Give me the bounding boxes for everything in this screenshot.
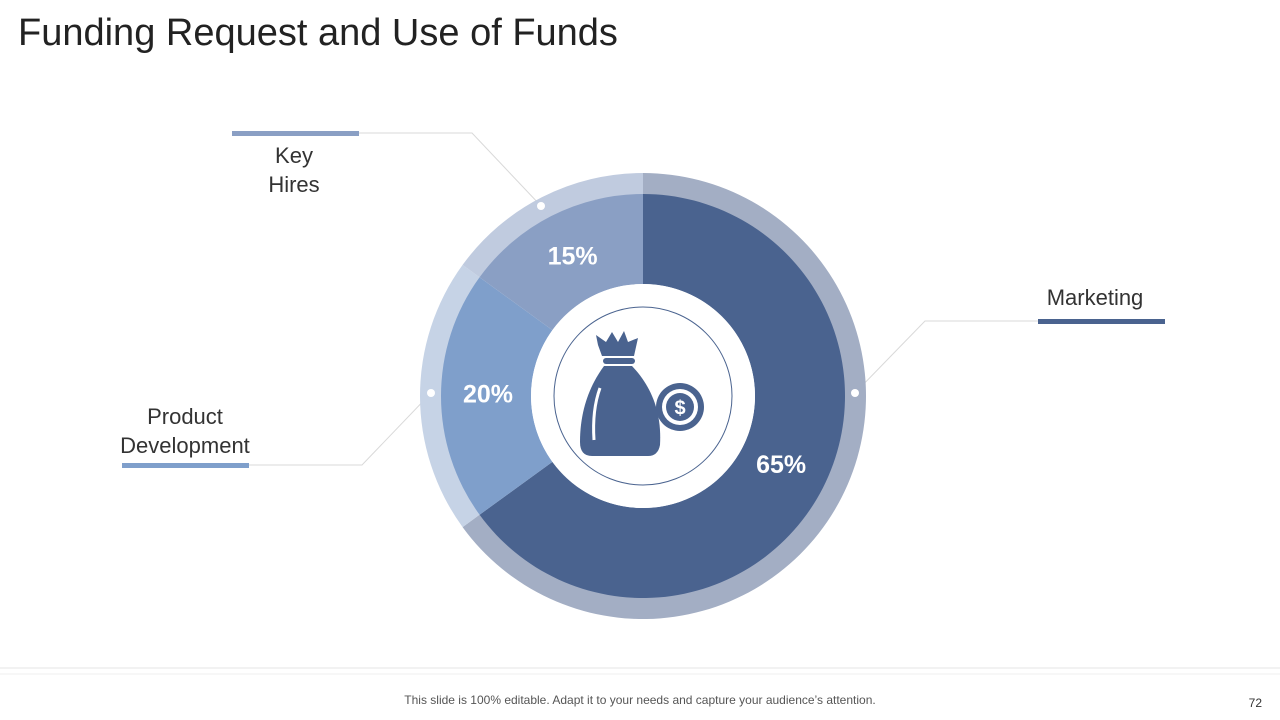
value-label: 15%	[548, 243, 598, 271]
page-number: 72	[1248, 696, 1262, 710]
category-label: Product Development	[120, 404, 250, 458]
category-bar	[122, 463, 249, 468]
icon-highlight	[592, 387, 602, 441]
callout-dot	[851, 389, 859, 397]
category-bar	[232, 131, 359, 136]
outer-ring-segment	[420, 264, 482, 528]
callout-dot	[427, 389, 435, 397]
callout-dot	[537, 202, 545, 210]
footer-note: This slide is 100% editable. Adapt it to…	[404, 693, 876, 707]
category-label: Marketing	[1046, 285, 1144, 310]
value-label: 65%	[756, 451, 806, 479]
icon-dollar: $	[674, 397, 685, 419]
category-bar	[1038, 319, 1165, 324]
chart-title: Funding Request and Use of Funds	[18, 12, 618, 54]
category-label: Key Hires	[268, 143, 320, 197]
center-ring	[553, 306, 733, 486]
money-bag-icon	[580, 331, 704, 456]
slice	[479, 194, 846, 598]
slice	[441, 277, 553, 515]
slice	[479, 194, 643, 331]
slices	[420, 173, 866, 619]
value-label: 20%	[463, 381, 513, 409]
